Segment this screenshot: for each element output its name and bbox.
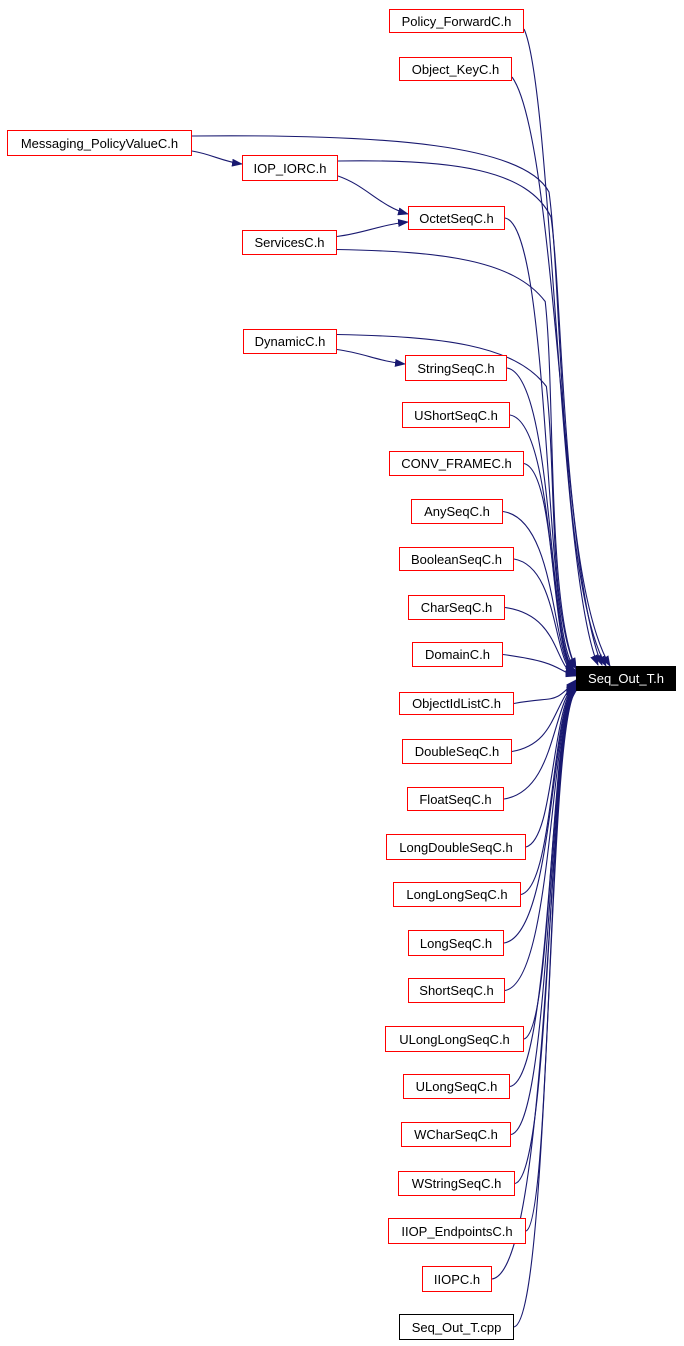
node-iiopc[interactable]: IIOPC.h xyxy=(422,1266,492,1292)
node-domain[interactable]: DomainC.h xyxy=(412,642,503,667)
edge-octetseq-to-seq_out_t_h xyxy=(504,217,577,669)
node-messaging[interactable]: Messaging_PolicyValueC.h xyxy=(7,130,192,156)
node-conv_frame[interactable]: CONV_FRAMEC.h xyxy=(389,451,524,476)
edge-services-to-octetseq xyxy=(336,219,409,238)
node-ulonglong[interactable]: ULongLongSeqC.h xyxy=(385,1026,524,1052)
node-shortseq[interactable]: ShortSeqC.h xyxy=(408,978,505,1003)
edge-ulonglong-to-seq_out_t_h xyxy=(523,685,577,1040)
node-booleanseq[interactable]: BooleanSeqC.h xyxy=(399,547,514,571)
node-services[interactable]: ServicesC.h xyxy=(242,230,337,255)
node-seq_out_t_cpp[interactable]: Seq_Out_T.cpp xyxy=(399,1314,514,1340)
node-longlong[interactable]: LongLongSeqC.h xyxy=(393,882,521,907)
node-longdouble[interactable]: LongDoubleSeqC.h xyxy=(386,834,526,860)
node-stringseq[interactable]: StringSeqC.h xyxy=(405,355,507,381)
node-objectidlist[interactable]: ObjectIdListC.h xyxy=(399,692,514,715)
edge-messaging-to-iop_iorc xyxy=(191,150,243,167)
node-longseq[interactable]: LongSeqC.h xyxy=(408,930,504,956)
node-object_key[interactable]: Object_KeyC.h xyxy=(399,57,512,81)
node-octetseq[interactable]: OctetSeqC.h xyxy=(408,206,505,230)
node-dynamic[interactable]: DynamicC.h xyxy=(243,329,337,354)
edge-domain-to-seq_out_t_h xyxy=(502,653,577,678)
edge-dynamic-to-stringseq xyxy=(336,348,406,367)
node-doubleseq[interactable]: DoubleSeqC.h xyxy=(402,739,512,764)
edge-conv_frame-to-seq_out_t_h xyxy=(523,462,577,674)
node-wcharseq[interactable]: WCharSeqC.h xyxy=(401,1122,511,1147)
edge-booleanseq-to-seq_out_t_h xyxy=(513,558,577,676)
edge-iiop_endpoints-to-seq_out_t_h xyxy=(525,688,577,1232)
node-policy_forward[interactable]: Policy_ForwardC.h xyxy=(389,9,524,33)
node-iiop_endpoints[interactable]: IIOP_EndpointsC.h xyxy=(388,1218,526,1244)
edge-anyseq-to-seq_out_t_h xyxy=(502,510,577,675)
edge-seq_out_t_cpp-to-seq_out_t_h xyxy=(513,690,577,1328)
node-iop_iorc[interactable]: IOP_IORC.h xyxy=(242,155,338,181)
edge-messaging-to-seq_out_t_h xyxy=(191,135,607,667)
node-ushortseq[interactable]: UShortSeqC.h xyxy=(402,402,510,428)
edge-stringseq-to-seq_out_t_h xyxy=(506,367,577,672)
edge-dynamic-to-seq_out_t_h xyxy=(336,333,577,670)
node-wstringseq[interactable]: WStringSeqC.h xyxy=(398,1171,515,1196)
node-charseq[interactable]: CharSeqC.h xyxy=(408,595,505,620)
edge-wcharseq-to-seq_out_t_h xyxy=(510,686,577,1136)
edge-floatseq-to-seq_out_t_h xyxy=(503,680,577,800)
node-anyseq[interactable]: AnySeqC.h xyxy=(411,499,503,524)
edge-services-to-seq_out_t_h xyxy=(336,248,577,669)
edge-iop_iorc-to-octetseq xyxy=(337,175,409,216)
edge-iop_iorc-to-seq_out_t_h xyxy=(337,160,611,667)
node-floatseq[interactable]: FloatSeqC.h xyxy=(407,787,504,811)
node-seq_out_t_h: Seq_Out_T.h xyxy=(576,666,676,691)
node-ulongseq[interactable]: ULongSeqC.h xyxy=(403,1074,510,1099)
edge-charseq-to-seq_out_t_h xyxy=(504,606,577,677)
edge-policy_forward-to-seq_out_t_h xyxy=(523,28,599,666)
